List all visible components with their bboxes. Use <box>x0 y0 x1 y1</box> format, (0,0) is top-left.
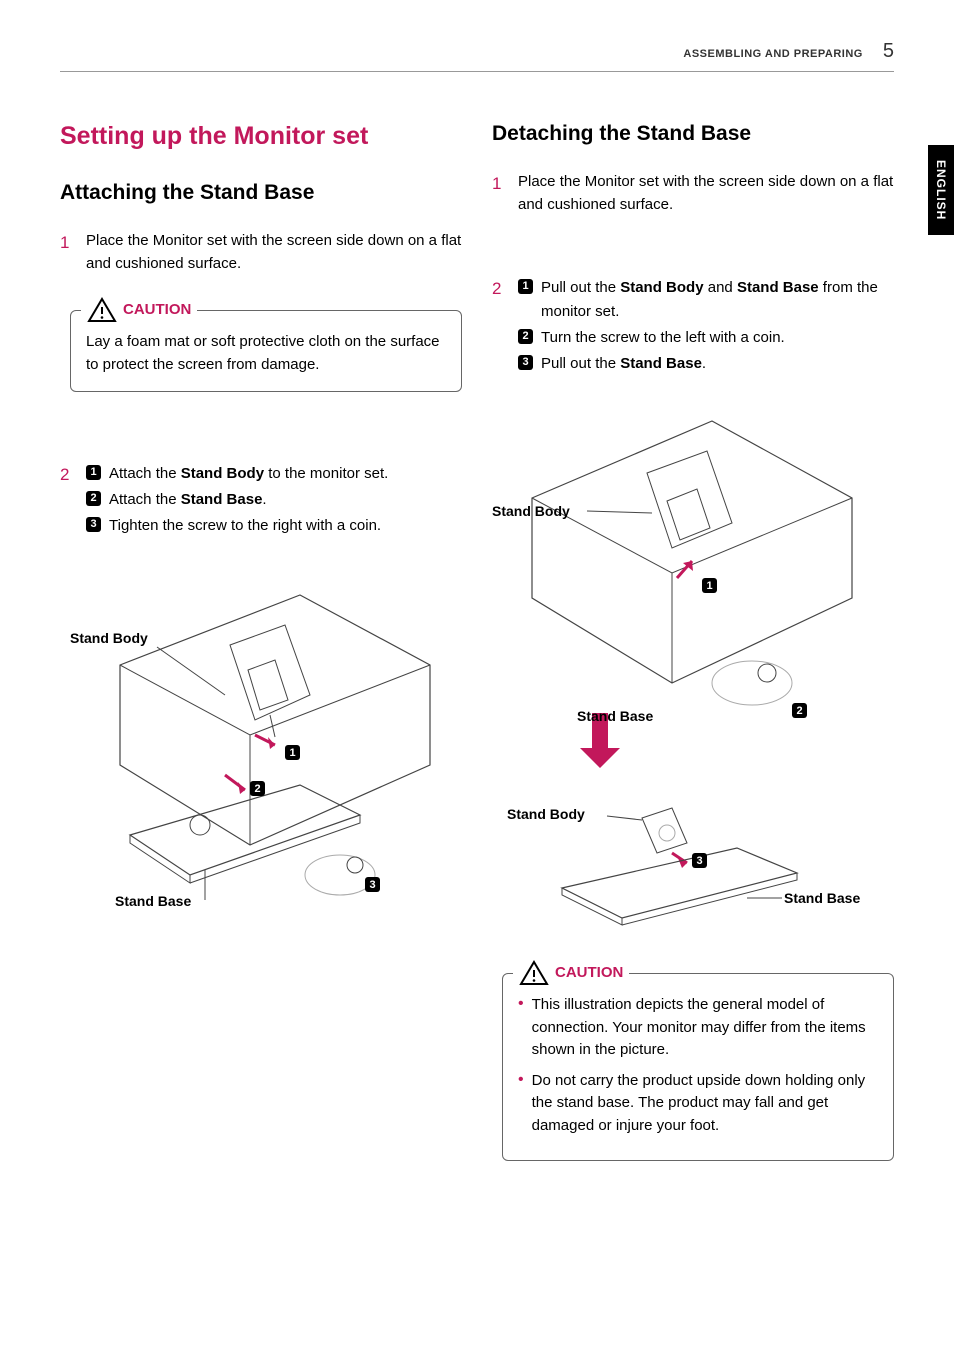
section-label: ASSEMBLING AND PREPARING <box>683 48 862 60</box>
caution-box-attach: CAUTION Lay a foam mat or soft protectiv… <box>70 310 462 392</box>
caution-box-detach: CAUTION • This illustration depicts the … <box>502 973 894 1161</box>
diagram-badge-3: 3 <box>692 853 707 868</box>
diagram-badge-2: 2 <box>250 781 265 796</box>
detach-step-2: 2 1 Pull out the Stand Body and Stand Ba… <box>492 276 894 378</box>
caution-icon <box>87 297 117 323</box>
substep-badge: 2 <box>518 329 533 344</box>
diagram-label-body: Stand Body <box>492 503 570 519</box>
caution-bullet-2: • Do not carry the product upside down h… <box>518 1070 878 1138</box>
left-column: Setting up the Monitor set Attaching the… <box>60 122 462 1191</box>
diagram-label-base: Stand Base <box>784 890 860 906</box>
detach-step-1: 1 Place the Monitor set with the screen … <box>492 171 894 216</box>
diagram-label-base: Stand Base <box>115 893 191 909</box>
diagram-badge-3: 3 <box>365 877 380 892</box>
substep-1: 1 Attach the Stand Body to the monitor s… <box>86 462 462 486</box>
step-number: 1 <box>60 230 74 256</box>
page-header: ASSEMBLING AND PREPARING 5 <box>60 40 894 72</box>
caution-label: CAUTION <box>123 299 191 322</box>
substep-badge: 1 <box>86 465 101 480</box>
caution-bullet-1: • This illustration depicts the general … <box>518 994 878 1062</box>
attach-step-1: 1 Place the Monitor set with the screen … <box>60 230 462 275</box>
step-number: 2 <box>60 462 74 488</box>
substep-2: 2 Turn the screw to the left with a coin… <box>518 326 894 350</box>
attach-diagram: Stand Body 1 2 3 Stand Base <box>60 565 462 925</box>
main-title: Setting up the Monitor set <box>60 122 462 151</box>
attach-subtitle: Attaching the Stand Base <box>60 181 462 205</box>
language-tab: ENGLISH <box>928 145 954 235</box>
substep-badge: 3 <box>86 517 101 532</box>
caution-label: CAUTION <box>555 962 623 985</box>
page-number: 5 <box>883 40 894 63</box>
detach-diagram-2: Stand Body 3 Stand Base <box>492 798 894 938</box>
diagram-badge-2: 2 <box>792 703 807 718</box>
step-number: 2 <box>492 276 506 302</box>
step-number: 1 <box>492 171 506 197</box>
right-column: Detaching the Stand Base 1 Place the Mon… <box>492 122 894 1191</box>
diagram-badge-1: 1 <box>285 745 300 760</box>
substep-3: 3 Pull out the Stand Base. <box>518 352 894 376</box>
detach-diagram-1: Stand Body 1 2 Stand Base <box>492 403 894 773</box>
step-text: Place the Monitor set with the screen si… <box>518 171 894 216</box>
diagram-badge-1: 1 <box>702 578 717 593</box>
substep-1: 1 Pull out the Stand Body and Stand Base… <box>518 276 894 324</box>
substep-2: 2 Attach the Stand Base. <box>86 488 462 512</box>
diagram-label-base: Stand Base <box>577 708 653 724</box>
diagram-label-body: Stand Body <box>70 630 148 646</box>
caution-text: Lay a foam mat or soft protective cloth … <box>86 331 446 376</box>
caution-icon <box>519 960 549 986</box>
diagram-label-body: Stand Body <box>507 806 585 822</box>
substep-badge: 3 <box>518 355 533 370</box>
substep-badge: 2 <box>86 491 101 506</box>
step-text: Place the Monitor set with the screen si… <box>86 230 462 275</box>
detach-subtitle: Detaching the Stand Base <box>492 122 894 146</box>
attach-step-2: 2 1 Attach the Stand Body to the monitor… <box>60 462 462 540</box>
substep-badge: 1 <box>518 279 533 294</box>
substep-3: 3 Tighten the screw to the right with a … <box>86 514 462 538</box>
